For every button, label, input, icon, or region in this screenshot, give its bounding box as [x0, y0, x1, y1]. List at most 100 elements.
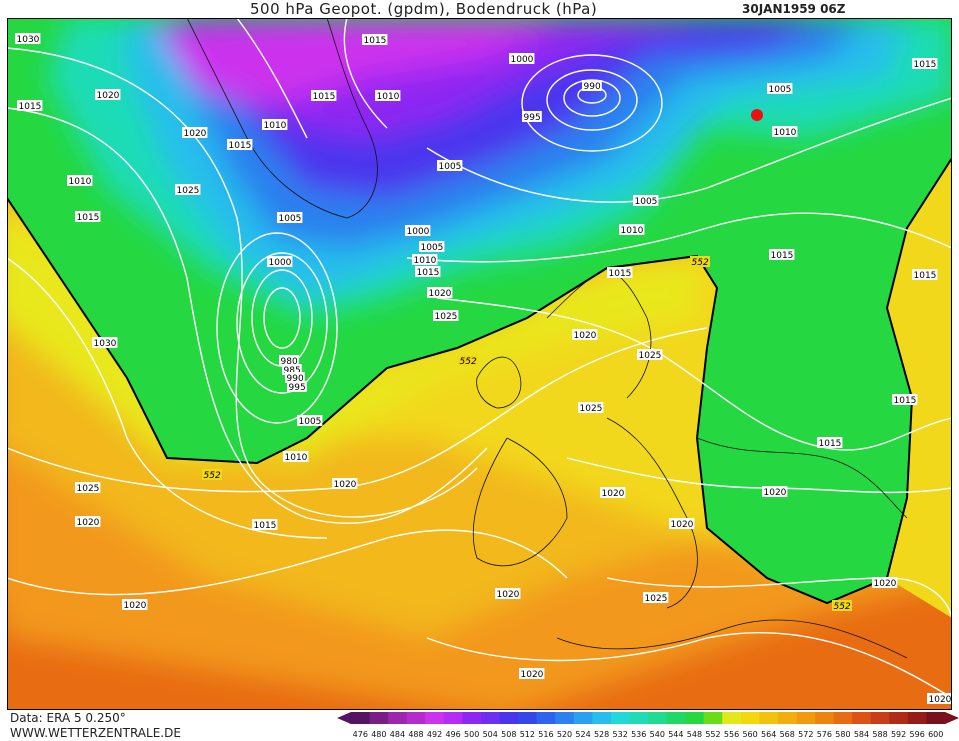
legend-tick-label: 516 [538, 730, 553, 739]
legend-tick-label: 528 [594, 730, 609, 739]
isobar-label: 1015 [914, 60, 937, 70]
legend-arrow-right [945, 712, 959, 724]
contour-552-label: 552 [460, 357, 477, 367]
isobar-label: 1025 [645, 594, 668, 604]
legend-color-swatch [425, 712, 445, 724]
legend-color-swatch [870, 712, 890, 724]
isobar-label-box [643, 592, 669, 603]
isobar-label-box [495, 588, 521, 599]
isobar-label-box [122, 599, 148, 610]
isobar-label-box [283, 451, 309, 462]
isobar-label-box [15, 33, 41, 44]
map-title: 500 hPa Geopot. (gpdm), Bodendruck (hPa) [250, 0, 598, 18]
legend-color-swatch [722, 712, 742, 724]
legend-color-swatch [480, 712, 500, 724]
isobar-label-box [75, 482, 101, 493]
isobar-label: 1025 [580, 404, 603, 414]
legend-color-swatch [610, 712, 630, 724]
legend-tick-label: 476 [353, 730, 368, 739]
legend-tick-label: 512 [520, 730, 535, 739]
legend-color-swatch [592, 712, 612, 724]
isobar-label-box [912, 269, 938, 280]
isobar-label-box [332, 478, 358, 489]
isobar-label-box [405, 225, 431, 236]
legend-color-swatch [852, 712, 872, 724]
legend-color-swatch [685, 712, 705, 724]
isobar-label-box [433, 310, 459, 321]
isobar-label: 1005 [421, 243, 444, 253]
legend-color-swatch [536, 712, 556, 724]
legend-color-swatch [833, 712, 853, 724]
legend-arrow-left [337, 712, 351, 724]
legend-color-swatch [815, 712, 835, 724]
isobar-label: 980 [281, 357, 298, 367]
isobar-label: 1020 [574, 331, 597, 341]
isobar-label: 1010 [285, 453, 308, 463]
isobar-label-box [817, 437, 843, 448]
legend-color-swatch [351, 712, 371, 724]
isobar-label-box [633, 195, 659, 206]
legend-color-swatch [369, 712, 389, 724]
isobar-label: 1015 [254, 521, 277, 531]
legend-tick-label: 544 [668, 730, 683, 739]
legend-tick-label: 508 [501, 730, 516, 739]
legend-color-swatch [388, 712, 408, 724]
legend-tick-label: 600 [928, 730, 943, 739]
isobar-label: 1020 [124, 601, 147, 611]
isobar-label: 1015 [77, 213, 100, 223]
legend-tick-label: 504 [483, 730, 498, 739]
isobar-label-box [415, 266, 441, 277]
isobar-label: 1020 [764, 488, 787, 498]
legend-color-swatch [499, 712, 519, 724]
isobar-label-box [437, 160, 463, 171]
isobar-label: 1020 [874, 579, 897, 589]
isobar-label-box [767, 83, 793, 94]
isobar-label: 1005 [299, 417, 322, 427]
isobar-label-box [287, 381, 307, 392]
isobar-label: 1020 [184, 129, 207, 139]
isobar-label: 1005 [769, 85, 792, 95]
isobar-label: 1015 [313, 92, 336, 102]
legend-tick-label: 596 [910, 730, 925, 739]
legend-tick-label: 564 [761, 730, 776, 739]
legend-tick-label: 520 [557, 730, 572, 739]
legend-tick-label: 480 [371, 730, 386, 739]
isobar-label: 1010 [414, 256, 437, 266]
isobar-label-box [277, 212, 303, 223]
isobar-label: 1015 [19, 102, 42, 112]
legend-tick-label: 524 [575, 730, 590, 739]
contour-552-label: 552 [204, 471, 221, 481]
isobar-label-box [762, 486, 788, 497]
isobar-label: 1010 [774, 128, 797, 138]
isobar-label-box [175, 184, 201, 195]
legend-color-swatch [740, 712, 760, 724]
isobar-label: 1005 [635, 197, 658, 207]
isobar-label-box [572, 329, 598, 340]
contour-label-box [690, 256, 710, 267]
legend-color-swatch [796, 712, 816, 724]
isobar-label-box [95, 89, 121, 100]
isobar-label-box [872, 577, 898, 588]
isobar-label: 990 [584, 82, 601, 92]
isobar-label: 1015 [229, 141, 252, 151]
isobar-label: 1020 [429, 289, 452, 299]
legend-tick-label: 588 [872, 730, 887, 739]
isobar-label: 985 [284, 366, 301, 376]
legend-color-swatch [629, 712, 649, 724]
isobar-label: 1020 [77, 518, 100, 528]
isobar-label-box [182, 127, 208, 138]
isobar-label-box [67, 175, 93, 186]
isobar-label-box [772, 126, 798, 137]
contour-552-label: 552 [692, 258, 709, 268]
isobar-label: 1020 [334, 480, 357, 490]
isobar-label-box [912, 58, 938, 69]
legend-tick-label: 580 [835, 730, 850, 739]
isobar-label-box [769, 249, 795, 260]
isobar-label-box [582, 80, 602, 91]
isobar-label-box [927, 693, 952, 704]
isobar-label-box [262, 119, 288, 130]
legend-tick-label: 592 [891, 730, 906, 739]
isobar-label-box [17, 100, 43, 111]
isobar-label: 1010 [621, 226, 644, 236]
